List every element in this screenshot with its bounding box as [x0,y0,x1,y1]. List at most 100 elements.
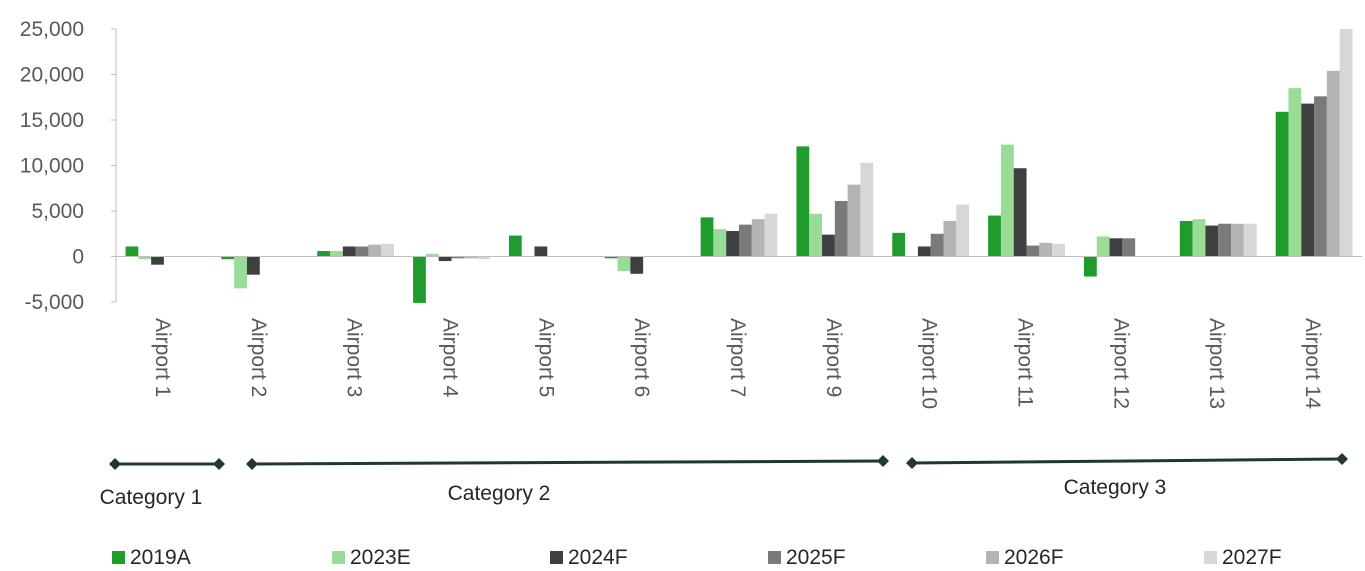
bracket-end-marker [109,458,121,470]
y-tick-label: 10,000 [20,155,84,178]
y-tick-label: 15,000 [20,109,84,132]
bar-2026F-airport-10 [943,221,957,257]
legend-swatch-2025F [768,551,781,564]
legend-swatch-2023E [332,551,345,564]
category-group-label: Category 3 [1064,476,1167,499]
category-group-label: Category 2 [448,482,551,505]
bar-2024F-airport-2 [246,256,260,275]
bar-2019A-airport-2 [221,256,235,260]
bar-2026F-airport-7 [751,219,765,257]
bar-2027F-airport-3 [381,243,395,257]
y-tick-label: -5,000 [24,291,84,314]
y-tick-label: 0 [72,246,84,269]
bar-2024F-airport-1 [151,256,164,265]
bar-2025F-airport-14 [1314,96,1327,257]
bar-2026F-airport-4 [464,256,478,259]
bar-2024F-airport-3 [342,246,356,257]
bar-2023E-airport-6 [617,256,631,272]
bar-2023E-airport-9 [809,213,823,257]
bar-2027F-airport-14 [1339,29,1353,257]
legend-swatch-2027F [1204,551,1217,564]
bar-2027F-airport-4 [477,256,490,260]
x-tick-label: Airport 10 [918,318,941,409]
legend-swatch-2026F [986,551,999,564]
category-bracket-line [911,457,1343,465]
bar-2019A-airport-1 [125,246,139,257]
bar-2025F-airport-4 [451,256,465,259]
bar-2019A-airport-6 [604,256,618,259]
category-brackets-layer: Category 1 Category 2 Category 3 [100,453,1348,509]
bar-2024F-airport-6 [630,256,644,274]
bar-2025F-airport-11 [1026,245,1040,257]
bar-2019A-airport-13 [1179,221,1193,257]
bars-layer [125,29,1353,303]
bar-2023E-airport-13 [1192,219,1206,257]
bar-2023E-airport-3 [330,251,343,257]
bar-2024F-airport-7 [726,231,739,257]
y-tick-label: 20,000 [20,64,84,87]
bar-2024F-airport-9 [822,234,835,257]
y-tick-label: 25,000 [20,18,84,41]
x-tick-label: Airport 4 [439,318,462,398]
bar-2023E-airport-7 [713,229,727,257]
bar-2019A-airport-4 [413,256,426,303]
bar-2026F-airport-3 [368,244,382,257]
x-tick-label: Airport 12 [1109,318,1132,409]
category-group-label: Category 1 [100,486,203,509]
legend-label-2026F: 2026F [1004,546,1064,569]
bracket-end-marker [1336,453,1348,465]
bar-2027F-airport-13 [1243,223,1257,257]
x-tick-label: Airport 13 [1205,318,1228,409]
bar-2024F-airport-12 [1109,238,1123,257]
bracket-end-marker [877,455,889,467]
x-tick-label: Airport 9 [822,318,845,397]
bar-2019A-airport-9 [796,146,810,257]
legend-label-2024F: 2024F [568,546,628,569]
bracket-end-marker [213,458,225,470]
bar-2024F-airport-13 [1205,225,1219,257]
bar-2023E-airport-1 [138,256,152,260]
x-labels-layer: Airport 1 Airport 2 Airport 3 Airport 4 Airp… [151,318,1324,409]
bar-2019A-airport-12 [1083,256,1097,277]
legend-label-2019A: 2019A [130,546,191,569]
x-tick-label: Airport 14 [1301,318,1324,409]
bar-2023E-airport-4 [425,253,439,257]
bar-2023E-airport-11 [1000,144,1014,257]
bar-2027F-airport-7 [764,213,778,257]
legend: 2019A 2023E 2024F 2025F 2026F 2027F [112,546,1282,569]
bar-2025F-airport-9 [834,200,848,257]
bar-2023E-airport-14 [1288,88,1302,257]
legend-label-2025F: 2025F [786,546,846,569]
bar-2027F-airport-9 [860,162,874,257]
legend-swatch-2024F [550,551,563,564]
x-tick-label: Airport 1 [151,318,174,397]
bar-2024F-airport-14 [1301,103,1315,257]
category-bracket-line [251,459,884,466]
x-tick-label: Airport 6 [630,318,653,397]
bar-2019A-airport-14 [1275,111,1289,257]
bracket-end-marker [906,457,918,469]
bar-2026F-airport-14 [1326,70,1340,257]
legend-label-2027F: 2027F [1222,546,1282,569]
x-tick-label: Airport 5 [534,318,557,397]
bar-2024F-airport-4 [438,256,452,262]
bar-2026F-airport-11 [1039,242,1053,257]
bar-2019A-airport-5 [508,235,522,257]
x-tick-label: Airport 2 [247,318,270,397]
legend-swatch-2019A [112,551,125,564]
bar-2019A-airport-3 [317,251,331,257]
bar-2024F-airport-11 [1013,168,1027,257]
bar-2026F-airport-13 [1231,223,1244,257]
bar-2025F-airport-7 [739,224,752,257]
bar-2025F-airport-3 [355,246,369,257]
bar-2026F-airport-9 [847,184,861,257]
bar-2019A-airport-10 [892,232,906,257]
bar-2025F-airport-10 [930,233,944,257]
bar-2025F-airport-13 [1218,223,1232,257]
bar-2023E-airport-2 [234,256,247,289]
axis-layer: -5,000 0 5,000 10,000 15,000 20,000 25,000 [20,18,1362,314]
bar-2027F-airport-11 [1052,243,1065,257]
bar-2024F-airport-5 [534,246,548,257]
x-tick-label: Airport 7 [726,318,749,397]
